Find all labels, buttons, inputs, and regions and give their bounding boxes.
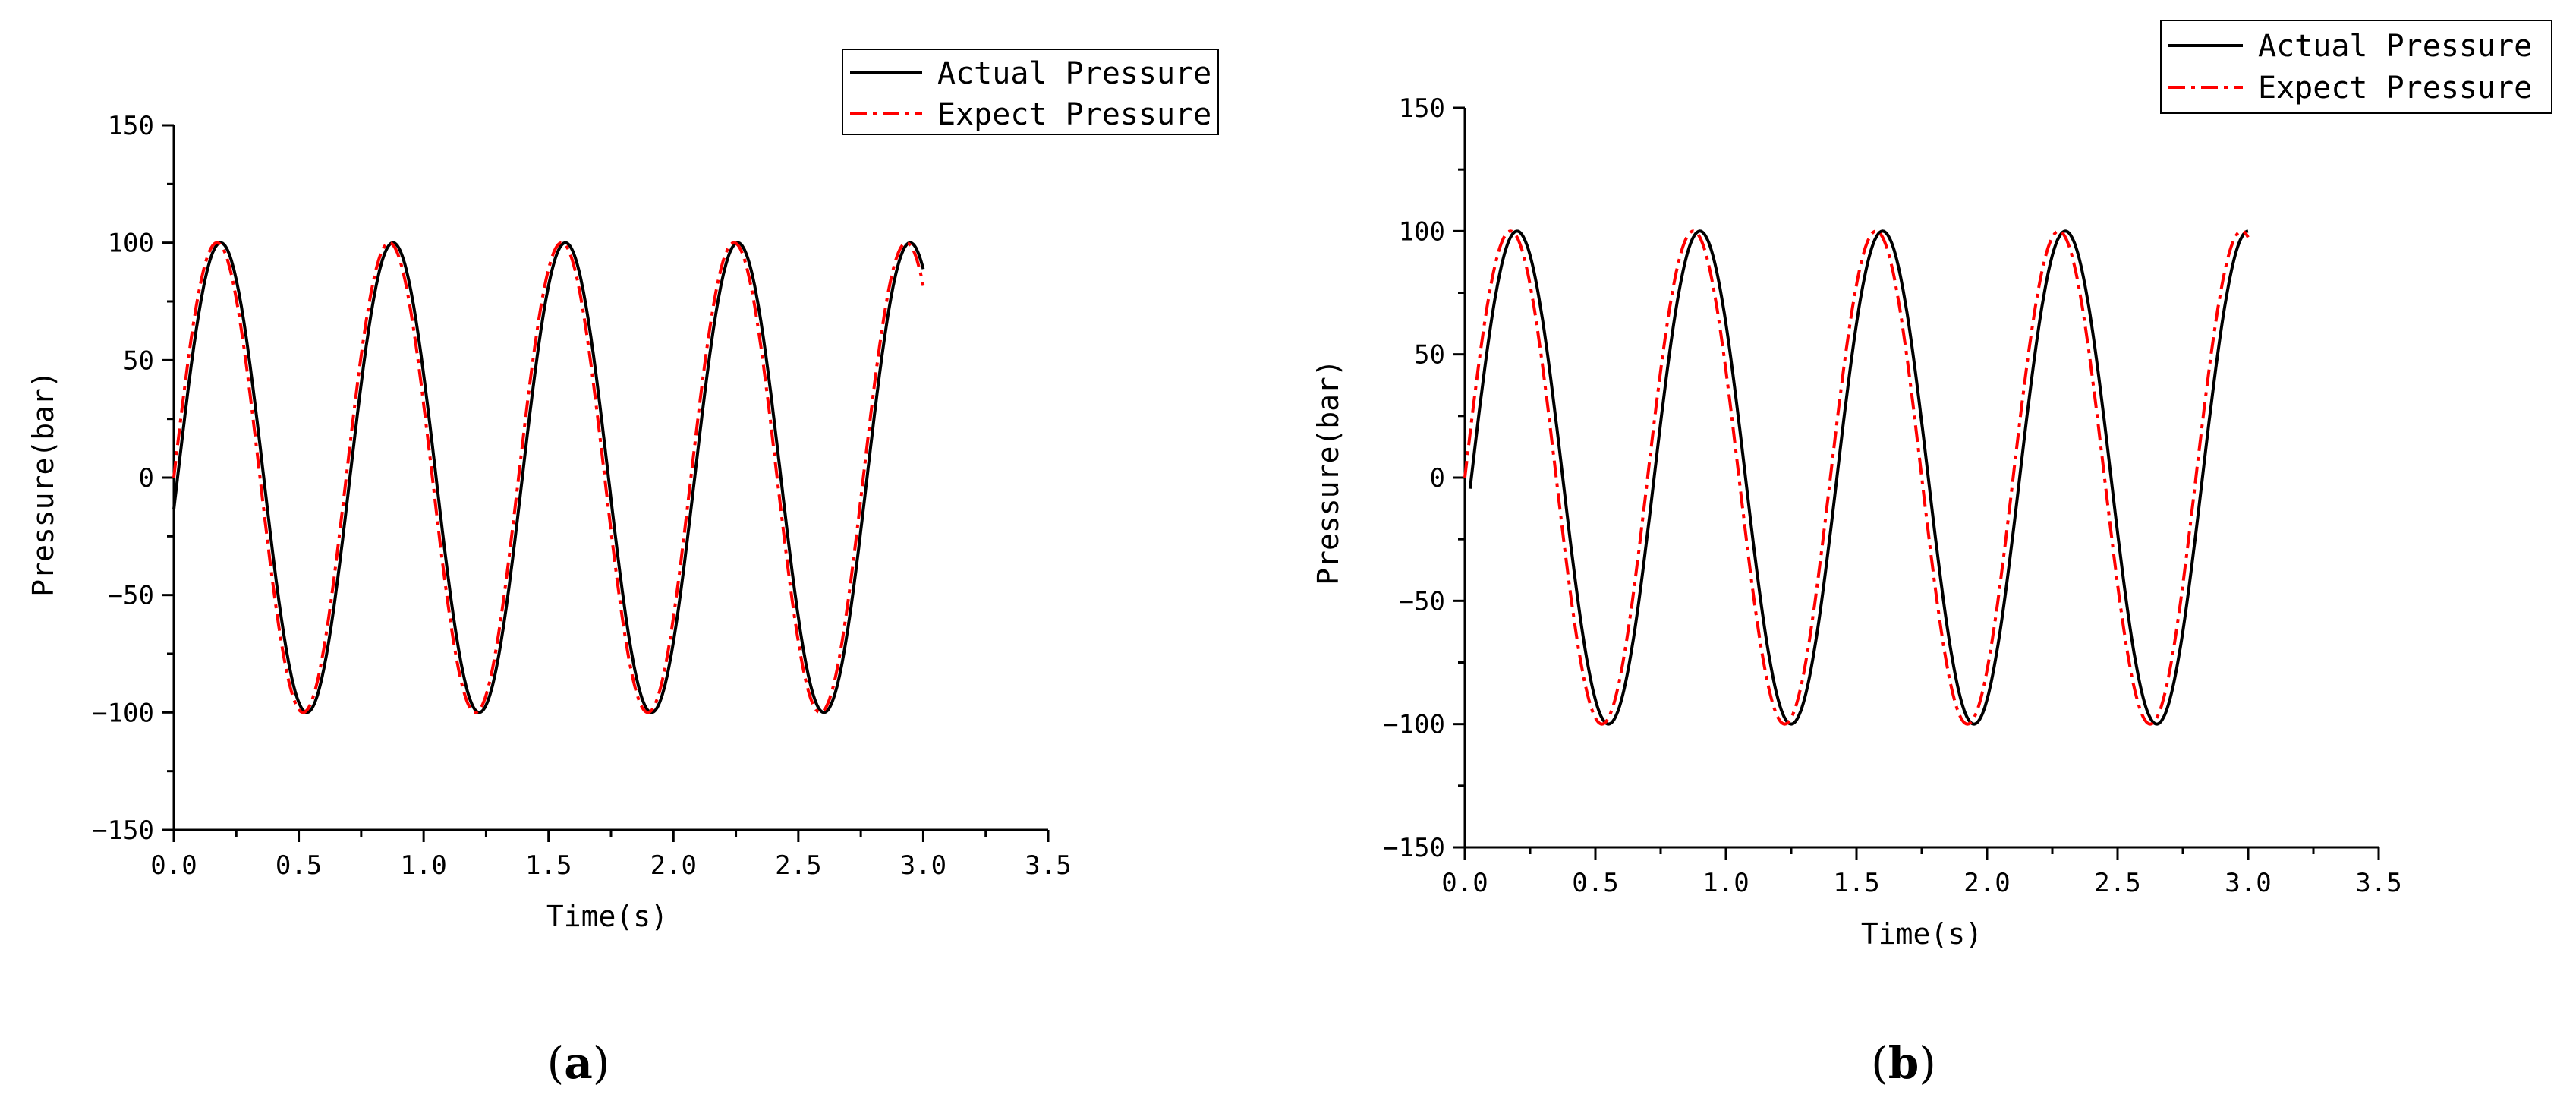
chart-panel-b: Actual Pressure Expect Pressure Pressure… — [1312, 20, 2552, 1089]
legend-frame-b — [2160, 20, 2552, 114]
y-axis-title-b: Pressure(bar) — [1312, 359, 1345, 585]
legend-label-expect-b: Expect Pressure — [2258, 71, 2532, 106]
x-tick-label: 3.5 — [1025, 850, 1071, 881]
chart-panel-a: Actual Pressure Expect Pressure Pressure… — [27, 49, 1219, 1089]
x-axis-title-b: Time(s) — [1861, 917, 1982, 951]
legend-label-actual-b: Actual Pressure — [2258, 29, 2532, 64]
x-tick-label: 2.5 — [775, 850, 821, 881]
y-tick-label: −50 — [108, 581, 154, 611]
y-tick-label: −100 — [1383, 710, 1445, 740]
series-line-expect-pressure — [172, 241, 925, 714]
y-tick-label: 50 — [123, 345, 154, 376]
y-tick-label: 100 — [108, 229, 154, 259]
panel-caption-a: (a) — [547, 1037, 610, 1089]
x-tick-label: 3.5 — [2355, 868, 2401, 898]
series-line-expect-pressure — [1463, 229, 2250, 726]
y-tick-label: 50 — [1414, 340, 1445, 371]
y-tick-label: 100 — [1399, 216, 1445, 247]
x-tick-label: 2.0 — [1963, 868, 2010, 898]
x-tick-label: 0.0 — [150, 850, 197, 881]
series-line-actual-pressure — [172, 241, 925, 714]
legend-a: Actual Pressure Expect Pressure — [842, 49, 1219, 135]
x-axis-title-a: Time(s) — [546, 900, 668, 933]
legend-b: Actual Pressure Expect Pressure — [2160, 20, 2552, 114]
x-tick-label: 1.5 — [1833, 868, 1879, 898]
y-tick-label: 0 — [1430, 463, 1445, 494]
series-line-actual-pressure — [1468, 229, 2249, 726]
x-tick-label: 1.0 — [1702, 868, 1749, 898]
y-tick-label: 0 — [139, 463, 154, 494]
x-tick-label: 0.5 — [276, 850, 322, 881]
x-tick-label: 1.5 — [525, 850, 572, 881]
x-tick-label: 2.5 — [2094, 868, 2140, 898]
x-tick-label: 3.0 — [2225, 868, 2271, 898]
x-tick-label: 0.5 — [1572, 868, 1618, 898]
legend-label-expect-a: Expect Pressure — [937, 97, 1211, 132]
legend-label-actual-a: Actual Pressure — [937, 56, 1211, 91]
y-tick-label: −150 — [92, 815, 154, 846]
y-tick-label: 150 — [108, 111, 154, 141]
y-tick-label: −50 — [1399, 586, 1445, 617]
x-tick-label: 3.0 — [900, 850, 946, 881]
x-tick-label: 0.0 — [1441, 868, 1488, 898]
legend-frame-a — [842, 49, 1219, 135]
panel-caption-b: (b) — [1871, 1037, 1936, 1089]
x-tick-label: 1.0 — [400, 850, 446, 881]
y-tick-label: −150 — [1383, 833, 1445, 863]
y-tick-label: −100 — [92, 698, 154, 728]
y-tick-label: 150 — [1399, 93, 1445, 124]
x-tick-label: 2.0 — [650, 850, 697, 881]
y-axis-title-a: Pressure(bar) — [27, 371, 60, 596]
